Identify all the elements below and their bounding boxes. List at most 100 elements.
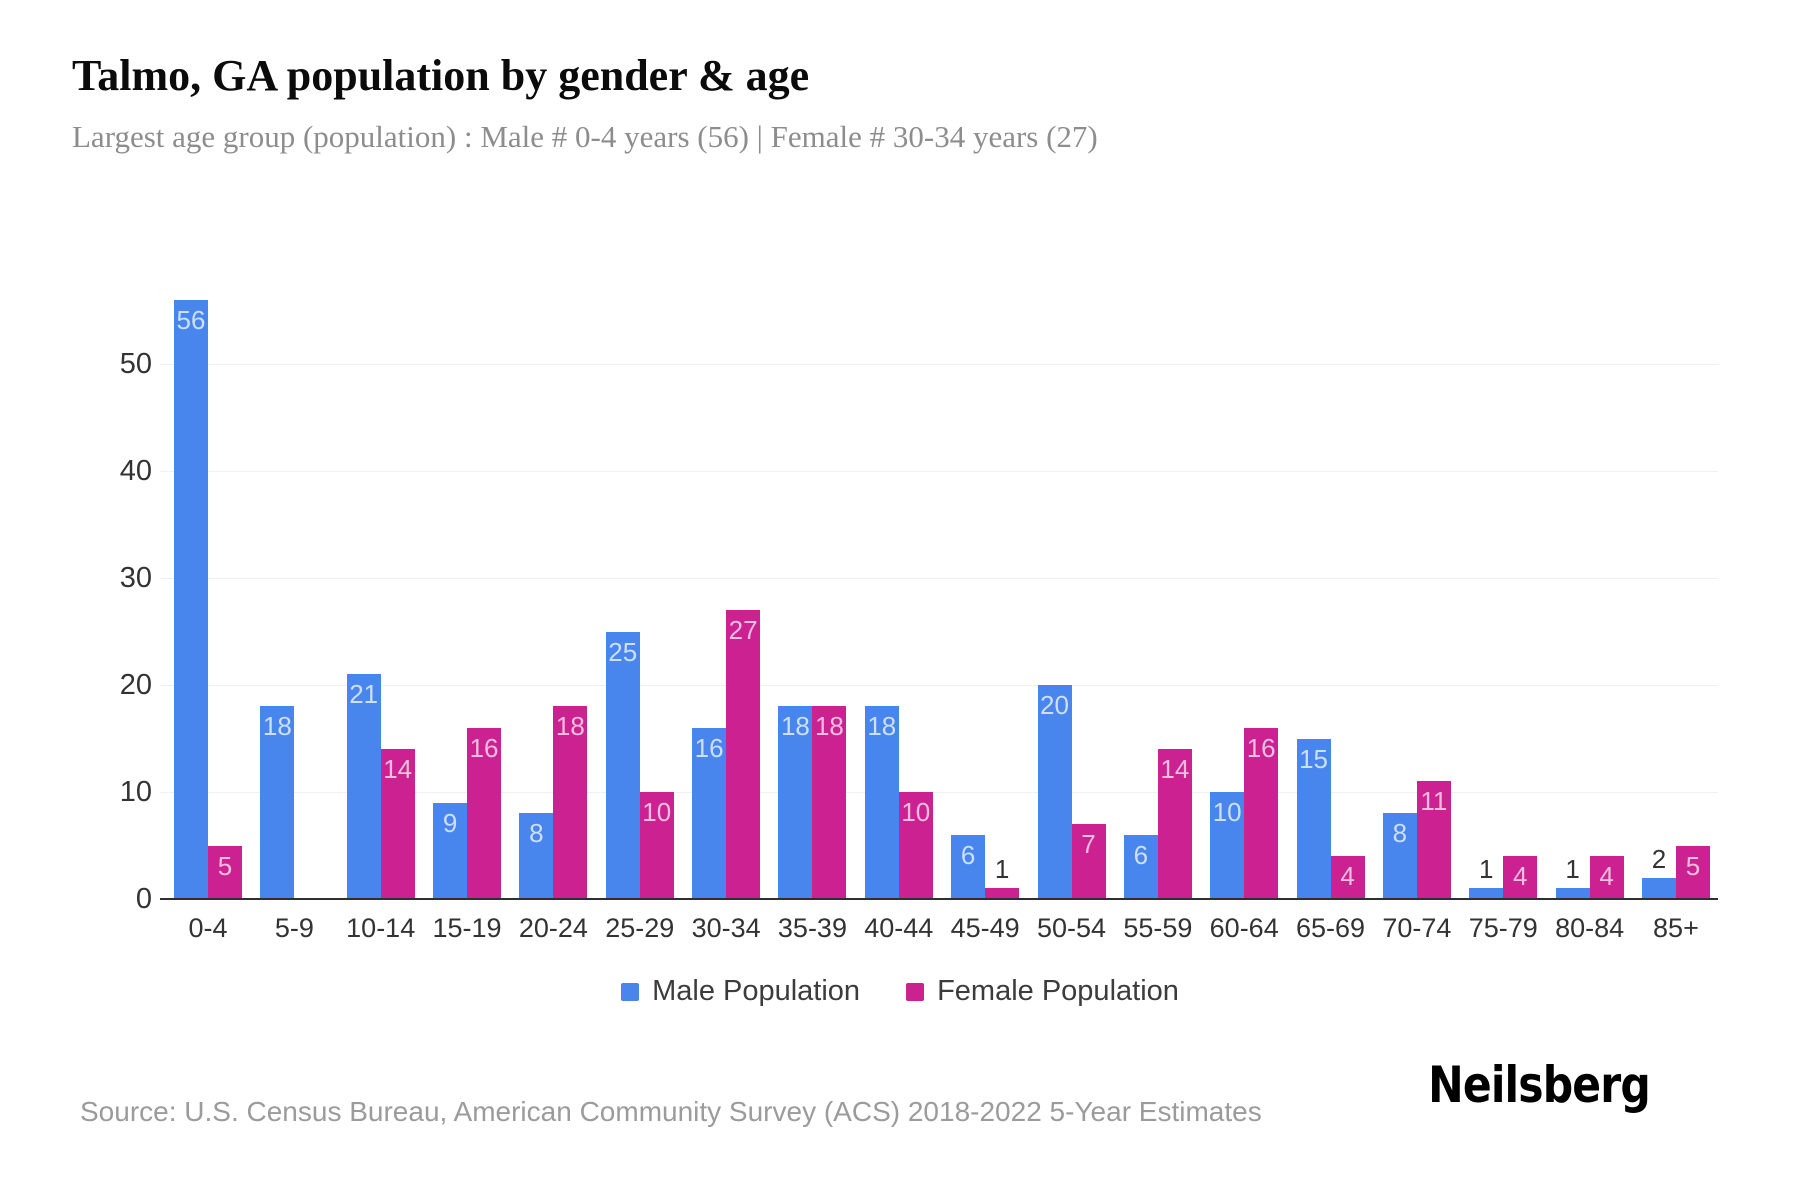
gridline [160, 471, 1718, 472]
male-series-swatch-icon [621, 982, 640, 1001]
bar-value-label: 14 [383, 754, 413, 785]
bar-female[interactable] [1330, 856, 1365, 899]
legend-label-male: Male Population [652, 975, 861, 1007]
bar-male[interactable] [346, 674, 381, 899]
bar-male[interactable] [1382, 813, 1417, 899]
bar-value-label: 21 [349, 679, 379, 710]
bar-male[interactable] [433, 802, 468, 899]
x-axis-category-label: 75-79 [1468, 913, 1538, 943]
legend-item-male[interactable]: Male Population [621, 975, 860, 1008]
x-axis-category-label: 70-74 [1382, 913, 1452, 943]
bar-female[interactable] [726, 610, 761, 899]
x-axis-category-label: 55-59 [1123, 913, 1193, 943]
bar-value-label: 6 [960, 839, 976, 870]
bar-value-label: 18 [262, 711, 292, 742]
bar-male[interactable] [864, 706, 899, 899]
bar-female[interactable] [1675, 845, 1710, 899]
bar-value-label: 5 [217, 850, 233, 881]
bar-value-label: 7 [1081, 829, 1096, 860]
bar-value-label: 18 [555, 711, 585, 742]
x-axis-category-label: 35-39 [777, 913, 847, 943]
bar-male[interactable] [260, 706, 295, 899]
gridline [160, 578, 1718, 579]
bar-value-label: 1 [1479, 854, 1494, 885]
x-axis-category-label: 5-9 [274, 913, 314, 943]
female-series-swatch-icon [906, 982, 925, 1001]
bar-female[interactable] [812, 706, 847, 899]
x-axis-category-label: 40-44 [864, 913, 934, 943]
bar-male[interactable] [174, 299, 208, 899]
x-axis-category-label: 45-49 [950, 913, 1020, 943]
bar-male[interactable] [778, 706, 813, 899]
gridline [160, 364, 1718, 365]
bar-male[interactable] [1555, 888, 1590, 899]
bar-value-label: 10 [1212, 797, 1242, 827]
y-axis-tick-label: 30 [119, 562, 152, 594]
bar-female[interactable] [985, 888, 1020, 899]
bar-value-label: 6 [1133, 839, 1149, 870]
x-axis-category-label: 50-54 [1036, 913, 1107, 943]
bar-male[interactable] [519, 813, 554, 899]
bar-male[interactable] [1037, 685, 1072, 899]
bar-value-label: 16 [469, 732, 499, 763]
bar-female[interactable] [1589, 856, 1624, 899]
bar-value-label: 18 [814, 711, 844, 742]
x-axis-category-label: 15-19 [432, 913, 502, 943]
bar-female[interactable] [467, 727, 502, 899]
y-axis-tick-label: 50 [119, 348, 152, 380]
x-axis-category-label: 10-14 [346, 913, 416, 943]
bar-value-label: 4 [1513, 861, 1528, 892]
gridline [160, 685, 1718, 686]
bar-female[interactable] [1244, 727, 1279, 899]
bar-female[interactable] [553, 706, 588, 899]
x-axis-category-label: 25-29 [605, 913, 675, 943]
bar-male[interactable] [1641, 877, 1676, 899]
source-note: Source: U.S. Census Bureau, American Com… [80, 1096, 1262, 1127]
bar-value-label: 4 [1599, 861, 1614, 892]
x-axis-category-label: 0-4 [188, 913, 228, 943]
x-axis-category-label: 65-69 [1296, 913, 1366, 943]
bar-value-label: 10 [901, 797, 931, 827]
bar-value-label: 56 [176, 304, 206, 335]
bar-female[interactable] [898, 792, 933, 899]
legend-item-female[interactable]: Female Population [906, 975, 1179, 1008]
bar-female[interactable] [1503, 856, 1538, 899]
bar-value-label: 16 [694, 732, 724, 763]
bar-value-label: 8 [529, 818, 544, 849]
gridline [160, 792, 1718, 793]
y-axis-tick-label: 0 [135, 883, 152, 915]
bar-male[interactable] [951, 834, 986, 899]
y-axis-tick-label: 40 [119, 455, 152, 487]
bar-value-label: 4 [1340, 861, 1355, 892]
bar-male[interactable] [1210, 792, 1245, 899]
bar-female[interactable] [380, 749, 415, 899]
bar-value-label: 9 [442, 807, 458, 838]
bar-male[interactable] [605, 631, 640, 899]
bar-value-label: 1 [1565, 854, 1580, 885]
bar-value-label: 18 [867, 711, 897, 742]
x-axis-category-label: 20-24 [518, 913, 588, 943]
bar-female[interactable] [639, 792, 674, 899]
bar-male[interactable] [1123, 834, 1158, 899]
bar-value-label: 11 [1420, 786, 1448, 817]
bar-male[interactable] [692, 727, 727, 899]
bar-male[interactable] [1296, 738, 1331, 899]
bar-value-label: 1 [994, 854, 1010, 885]
bar-male[interactable] [1469, 888, 1504, 899]
bar-value-label: 10 [642, 797, 672, 827]
bar-female[interactable] [1416, 781, 1451, 899]
bar-value-label: 20 [1040, 690, 1069, 720]
bar-value-label: 8 [1392, 818, 1408, 849]
bar-female[interactable] [1157, 749, 1192, 899]
bar-value-label: 14 [1160, 754, 1190, 785]
bar-value-label: 15 [1299, 743, 1328, 774]
legend-label-female: Female Population [937, 975, 1179, 1007]
bar-female[interactable] [1071, 824, 1106, 899]
legend: Male Population Female Population [0, 975, 1800, 1008]
bar-female[interactable] [208, 845, 242, 899]
bar-value-label: 2 [1651, 843, 1667, 874]
brand-logo: Neilsberg [1428, 1056, 1651, 1114]
y-axis-tick-label: 20 [119, 669, 152, 701]
bar-value-label: 25 [608, 636, 638, 667]
